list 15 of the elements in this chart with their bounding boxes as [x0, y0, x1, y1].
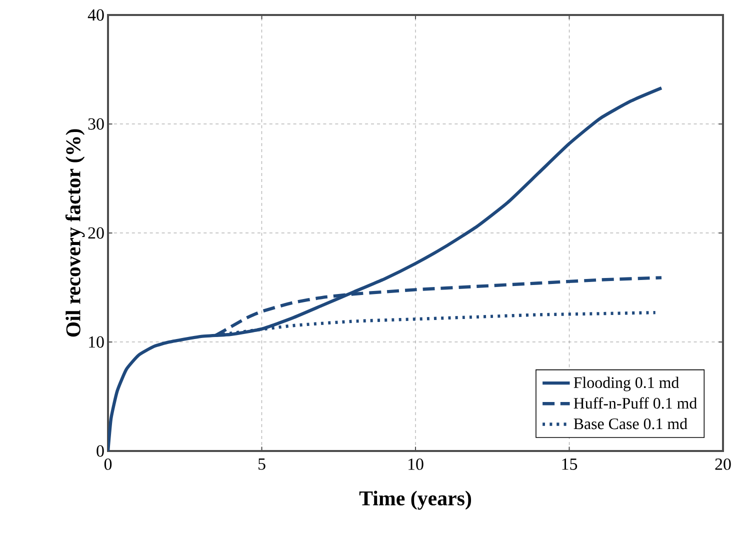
y-tick-label: 40 [88, 9, 104, 21]
x-tick-label: 10 [408, 458, 424, 470]
x-axis-title: Time (years) [359, 490, 472, 510]
legend-label: Flooding 0.1 md [574, 376, 679, 392]
y-axis-title: Oil recovery factor (%) [65, 129, 85, 337]
x-tick-label: 5 [258, 458, 266, 470]
legend-label: Base Case 0.1 md [574, 418, 688, 430]
y-tick-label: 0 [96, 445, 104, 457]
y-tick-label: 10 [89, 336, 104, 348]
x-tick-label: 0 [104, 458, 112, 470]
x-tick-label: 15 [562, 458, 578, 470]
x-tick-label: 20 [715, 458, 731, 470]
y-tick-label: 30 [88, 118, 104, 130]
legend-label: Huff-n-Puff 0.1 md [574, 397, 697, 409]
y-tick-label: 20 [88, 227, 104, 239]
